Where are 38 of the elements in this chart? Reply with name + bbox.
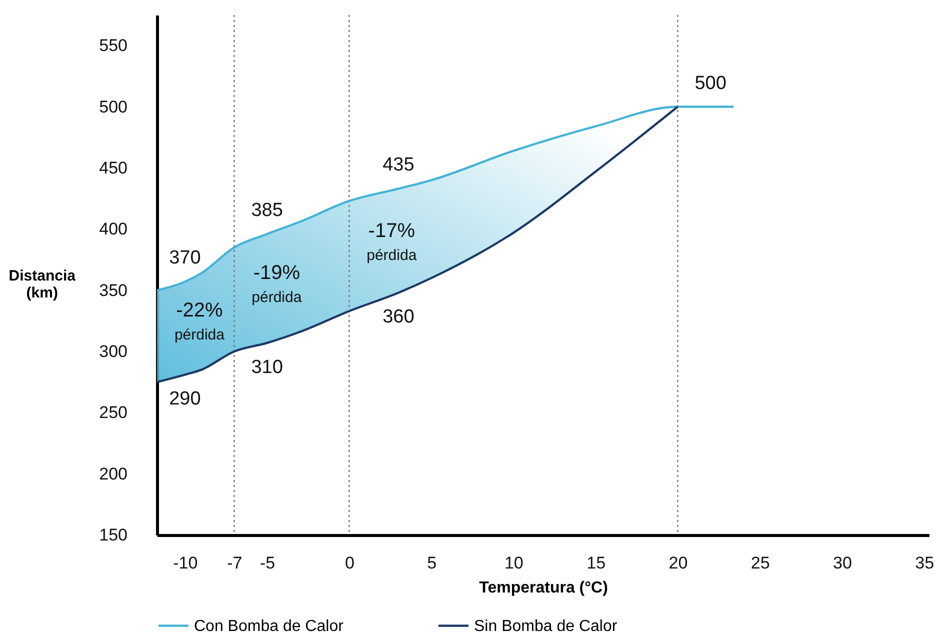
annotation: 360 [382, 306, 414, 328]
x-tick-label: 20 [668, 554, 688, 572]
x-tick-label: 35 [915, 554, 934, 572]
x-tick-label: -7 [227, 554, 242, 572]
annotation: 435 [382, 154, 414, 176]
x-tick-label: 5 [427, 554, 437, 572]
x-tick-label: 30 [832, 554, 852, 572]
x-tick-label: 25 [750, 554, 770, 572]
annotation: pérdida [366, 246, 418, 264]
y-tick-label: 150 [99, 526, 128, 544]
y-tick-label: 400 [99, 220, 128, 239]
y-axis-title: Distancia (km) [8, 268, 76, 302]
legend-label: Con Bomba de Calor [194, 618, 344, 635]
y-tick-label: 500 [99, 97, 128, 116]
annotation: 310 [251, 356, 283, 378]
legend-label: Sin Bomba de Calor [474, 618, 618, 635]
x-tick-label: -10 [173, 554, 198, 572]
annotation: -22% [176, 299, 224, 322]
y-tick-label: 250 [99, 403, 128, 422]
y-tick-label: 200 [99, 464, 128, 484]
annotation: 500 [694, 72, 726, 94]
annotation: -17% [368, 220, 416, 242]
annotation: -19% [253, 262, 300, 284]
line-series [156, 106, 735, 292]
y-tick-label: 550 [99, 36, 128, 56]
annotation: pérdida [252, 289, 302, 306]
x-tick-label: -5 [260, 554, 276, 572]
annotation: 385 [251, 200, 283, 222]
annotation: 290 [169, 388, 201, 410]
y-tick-label: 300 [99, 342, 128, 361]
annotation: pérdida [174, 326, 226, 344]
x-tick-label: 15 [586, 554, 606, 572]
x-tick-label: 10 [504, 554, 524, 572]
y-tick-label: 350 [99, 280, 128, 300]
x-tick-label: 0 [344, 554, 354, 572]
x-axis-title: Temperatura (°C) [479, 580, 608, 596]
y-tick-label: 450 [99, 158, 128, 178]
annotation: 370 [169, 248, 201, 269]
